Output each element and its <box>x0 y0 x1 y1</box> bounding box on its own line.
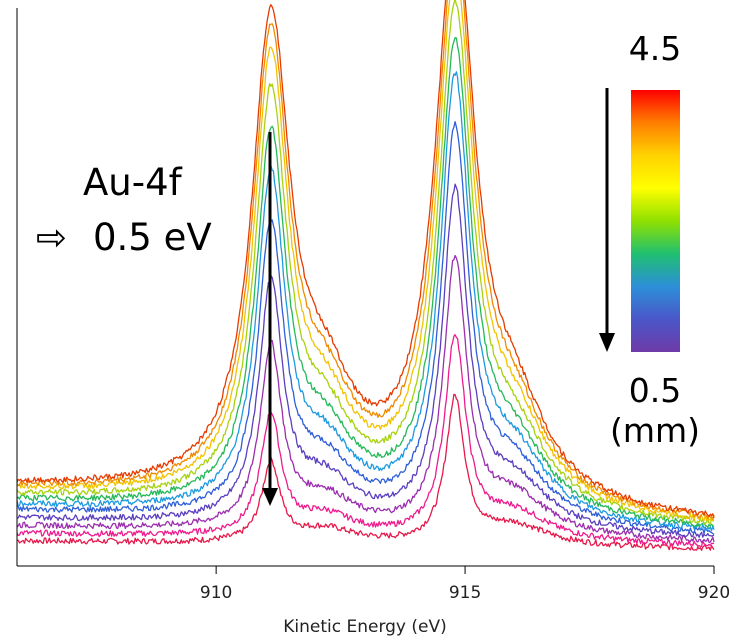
colorbar <box>631 90 680 352</box>
element-label: Au-4f <box>83 161 183 204</box>
x-ticks: 910 915 920 <box>200 566 730 603</box>
trend-arrow-left <box>262 132 278 506</box>
shift-arrow-icon: ⇨ <box>36 216 67 259</box>
spectra-lines <box>16 0 715 551</box>
spectrum-line <box>16 334 715 548</box>
spectrum-line <box>16 393 715 551</box>
spectrum-line <box>16 0 715 519</box>
x-axis-label: Kinetic Energy (eV) <box>283 617 447 637</box>
spectrum-line <box>16 71 715 532</box>
colorbar-unit-label: (mm) <box>610 411 700 450</box>
spectrum-line <box>16 36 715 528</box>
colorbar-top-label: 4.5 <box>629 29 681 68</box>
shift-label: 0.5 eV <box>93 216 212 259</box>
colorbar-arrow <box>599 88 615 352</box>
spectrum-line <box>16 0 715 520</box>
spectrum-line <box>16 254 715 543</box>
spectrum-line <box>16 183 715 538</box>
x-tick-label: 915 <box>449 583 481 603</box>
spectrum-line <box>16 0 715 525</box>
spectrum-line <box>16 121 715 535</box>
spectrum-line <box>16 0 715 522</box>
colorbar-bottom-label: 0.5 <box>629 371 681 410</box>
x-tick-label: 910 <box>200 583 232 603</box>
x-tick-label: 920 <box>698 583 730 603</box>
